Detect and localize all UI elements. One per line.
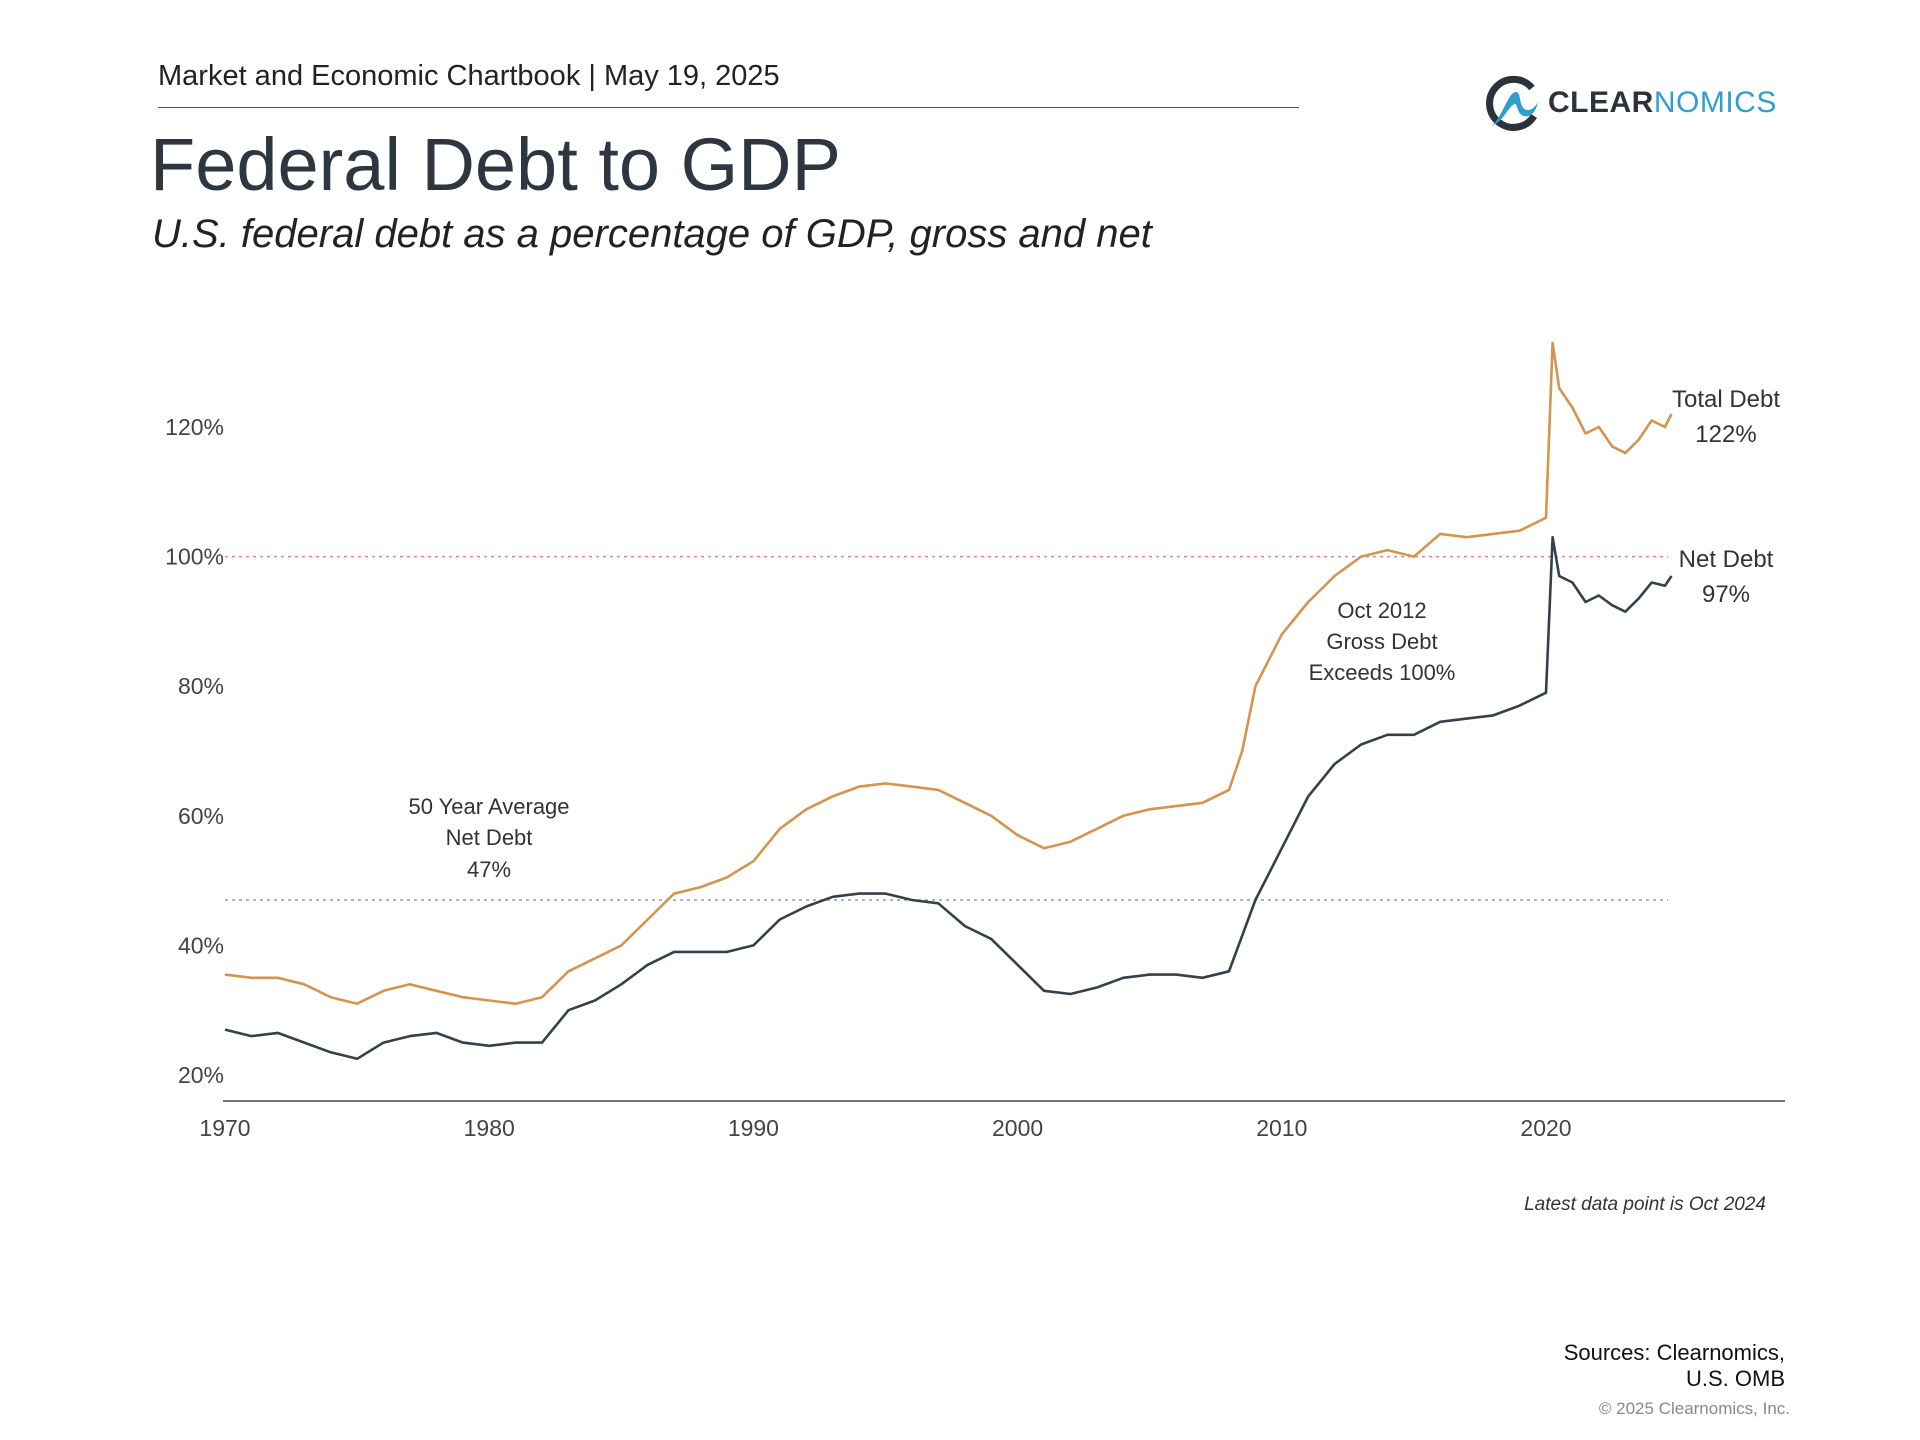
header-divider — [158, 107, 1299, 108]
x-tick-label: 1970 — [199, 1115, 250, 1141]
page-subtitle: U.S. federal debt as a percentage of GDP… — [152, 212, 1152, 256]
sources: Sources: Clearnomics, U.S. OMB — [1564, 1340, 1785, 1392]
avg-annotation-line3: 47% — [467, 857, 511, 882]
net-debt-value: 97% — [1702, 581, 1750, 608]
y-tick-label: 20% — [178, 1062, 224, 1088]
clearnomics-logo: CLEARNOMICS — [1484, 74, 1777, 132]
y-tick-label: 40% — [178, 932, 224, 958]
sources-line1: Sources: Clearnomics, — [1563, 1340, 1785, 1365]
oct2012-annotation-line3: Exceeds 100% — [1309, 660, 1456, 685]
net-debt-label: Net Debt — [1679, 546, 1774, 573]
y-tick-label: 80% — [178, 673, 224, 699]
net-debt-line — [224, 535, 1673, 1061]
logo-wordmark: CLEARNOMICS — [1548, 86, 1777, 119]
oct2012-annotation-line1: Oct 2012 — [1337, 598, 1426, 623]
logo-mark-icon — [1486, 75, 1538, 131]
page-title: Federal Debt to GDP — [150, 123, 841, 206]
oct2012-annotation-line2: Gross Debt — [1326, 629, 1437, 654]
y-tick-label: 100% — [165, 544, 224, 570]
total-debt-label: Total Debt — [1672, 386, 1780, 413]
x-tick-label: 1990 — [728, 1115, 779, 1141]
x-tick-label: 2010 — [1256, 1115, 1307, 1141]
latest-data-note: Latest data point is Oct 2024 — [1524, 1194, 1766, 1215]
copyright: © 2025 Clearnomics, Inc. — [1598, 1399, 1790, 1418]
avg-annotation-line1: 50 Year Average — [408, 794, 569, 819]
x-tick-label: 1980 — [464, 1115, 515, 1141]
y-tick-label: 60% — [178, 803, 224, 829]
y-tick-label: 120% — [165, 414, 224, 440]
x-tick-label: 2000 — [992, 1115, 1043, 1141]
total-debt-value: 122% — [1695, 421, 1756, 448]
total-debt-line — [224, 341, 1673, 1006]
sources-line2: U.S. OMB — [1685, 1366, 1785, 1391]
chartbook-header: Market and Economic Chartbook | May 19, … — [158, 60, 780, 92]
avg-annotation-line2: Net Debt — [446, 825, 533, 850]
x-tick-label: 2020 — [1520, 1115, 1571, 1141]
